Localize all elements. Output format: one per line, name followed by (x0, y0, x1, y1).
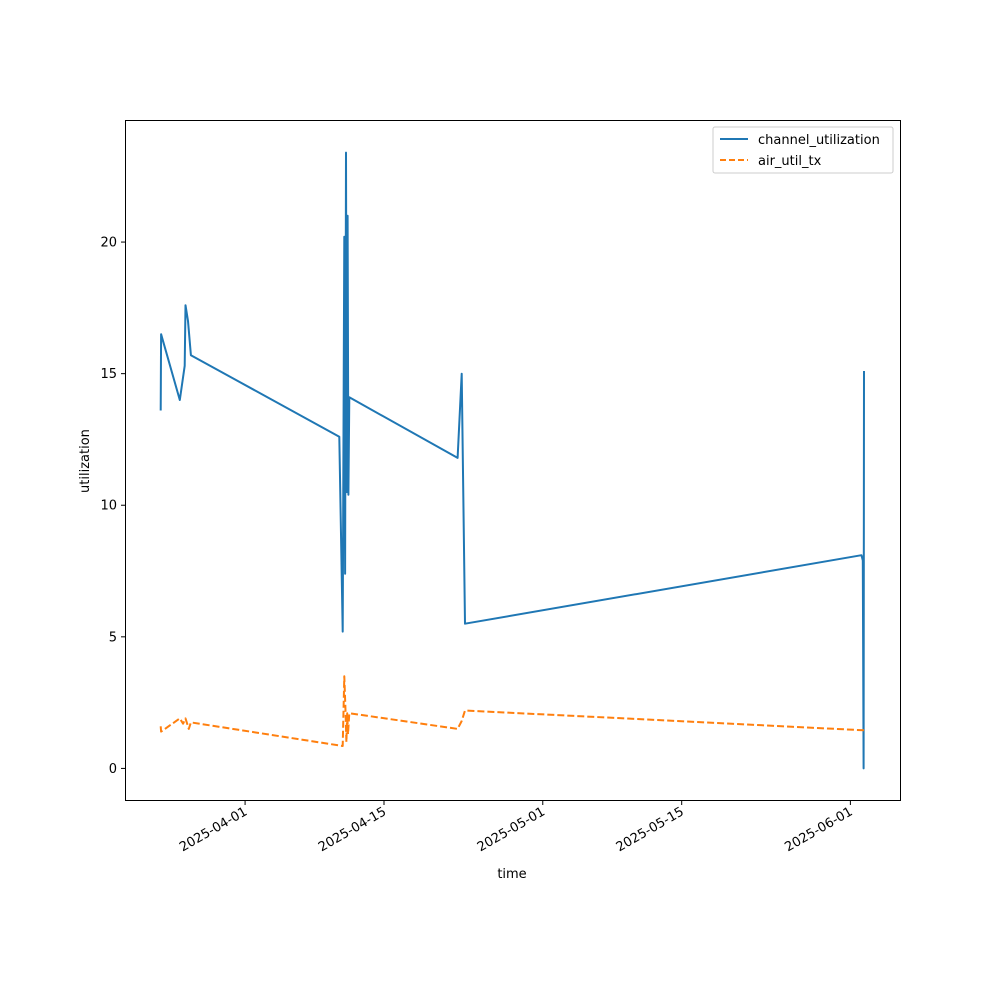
legend-box (712, 126, 894, 174)
legend: channel_utilization air_util_tx (712, 126, 894, 174)
plot-frame (125, 120, 901, 801)
series-line-channel-utilization (159, 151, 865, 770)
y-tick-label: 20 (100, 236, 117, 251)
x-axis: 2025-04-01 2025-04-15 2025-05-01 2025-05-15… (177, 800, 855, 855)
y-tick-label: 0 (109, 762, 117, 777)
y-tick-label: 10 (100, 499, 117, 514)
y-tick-label: 5 (109, 630, 117, 645)
legend-label-channel-utilization: channel_utilization (758, 133, 880, 148)
x-tick-label: 2025-06-01 (782, 804, 855, 855)
x-axis-title: time (497, 867, 526, 882)
y-axis: 0 5 10 15 20 (100, 236, 126, 777)
y-tick-label: 15 (100, 367, 117, 382)
series-line-air-util-tx (159, 675, 865, 747)
series-layer (159, 151, 865, 770)
x-tick-label: 2025-04-01 (177, 804, 250, 855)
legend-label-air-util-tx: air_util_tx (758, 154, 822, 169)
x-tick-label: 2025-05-01 (475, 804, 548, 855)
y-axis-title: utilization (78, 429, 93, 493)
x-tick-label: 2025-05-15 (614, 804, 687, 855)
x-tick-label: 2025-04-15 (316, 804, 389, 855)
